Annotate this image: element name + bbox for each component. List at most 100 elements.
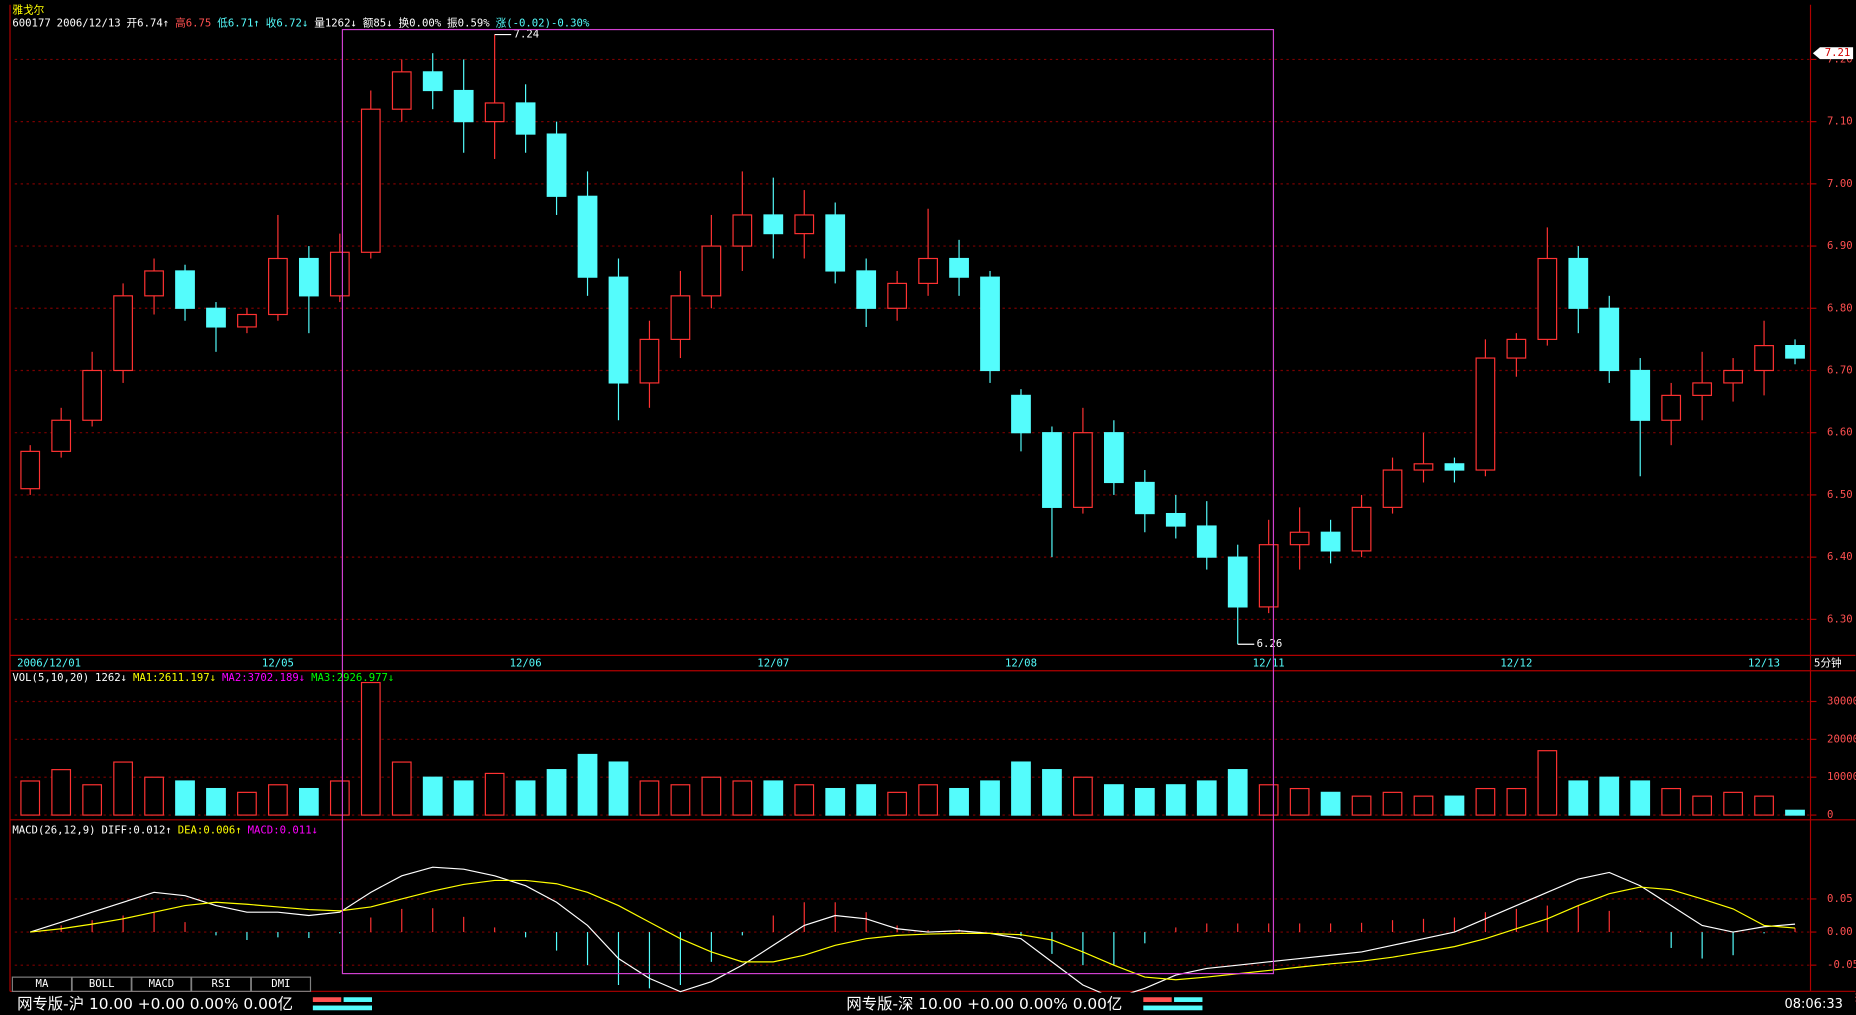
candle-body xyxy=(1042,432,1062,508)
indicator-tab-label[interactable]: BOLL xyxy=(89,977,115,990)
indicator-tab-label[interactable]: MACD xyxy=(149,977,175,990)
header-item: 涨(-0.02)-0.30% xyxy=(496,17,590,30)
volume-bar xyxy=(1165,784,1186,816)
y-tick-label: 6.50 xyxy=(1827,488,1853,501)
x-tick-label: 12/06 xyxy=(510,657,542,670)
macd-line xyxy=(30,879,1796,981)
candle-body xyxy=(1382,469,1403,508)
header-item: 换0.00% xyxy=(399,17,442,30)
volume-bar xyxy=(546,769,567,816)
indicator-tab[interactable] xyxy=(71,976,132,992)
panel-frame xyxy=(9,4,1856,992)
volume-bar xyxy=(639,780,660,816)
candle-body xyxy=(1351,506,1372,552)
volume-bar xyxy=(1723,791,1743,816)
plot: 6.306.406.506.606.706.806.907.007.107.20… xyxy=(12,4,1856,1005)
volume-bar xyxy=(1506,787,1527,816)
candle-body xyxy=(268,257,288,316)
volume-bar xyxy=(1444,795,1465,816)
indicator-tab[interactable] xyxy=(250,976,312,992)
x-tick-label: 12/11 xyxy=(1253,657,1285,670)
candle-body xyxy=(670,295,691,340)
volume-bar xyxy=(1630,780,1651,816)
candle-body xyxy=(1568,257,1589,309)
indicator-tab-label[interactable]: DMI xyxy=(271,977,290,990)
candle-body xyxy=(918,257,938,284)
volume-bar xyxy=(1134,787,1155,816)
volume-bar xyxy=(298,787,319,816)
candle-body xyxy=(1073,432,1093,508)
y-tick-label: 20000 xyxy=(1827,732,1856,745)
x-tick-label: 12/08 xyxy=(1005,657,1037,670)
volume-bar xyxy=(1692,795,1713,816)
volume-bar xyxy=(1227,769,1248,816)
candle-body xyxy=(1320,531,1341,552)
volume-bar xyxy=(484,772,505,816)
volume-bar xyxy=(1320,791,1341,816)
volume-bar xyxy=(1475,787,1496,816)
candle-body xyxy=(794,214,815,235)
header-item: MA1:2611.197↓ xyxy=(133,671,216,684)
header-item: 收6.72↓ xyxy=(266,17,309,30)
volume-bar xyxy=(206,787,226,816)
volume-bar xyxy=(887,791,908,816)
indicator-tab-label[interactable]: MA xyxy=(36,977,49,990)
shanghai-index: 网专版-沪 10.00 +0.00 0.00% 0.00亿 xyxy=(17,995,293,1013)
macd-line xyxy=(30,866,1796,999)
volume-bar xyxy=(701,776,722,816)
volume-bar xyxy=(1537,750,1558,816)
volume-bar xyxy=(670,784,691,816)
y-tick-label: 6.90 xyxy=(1827,239,1853,252)
x-tick-label: 12/13 xyxy=(1748,657,1780,670)
candle-body xyxy=(206,307,226,328)
candle-body xyxy=(515,102,536,135)
volume-bar xyxy=(949,787,969,816)
tabs: MA BOLL MACD RSI DMI xyxy=(11,976,312,992)
header-item: 600177 xyxy=(12,17,50,30)
volume-bar xyxy=(360,681,381,816)
low-label: 6.26 xyxy=(1257,637,1283,650)
y-tick-label: 10000 xyxy=(1827,770,1856,783)
candle-body xyxy=(1165,512,1186,527)
chart-title: 雅戈尔 xyxy=(12,4,44,17)
y-tick-label: 0.00 xyxy=(1827,925,1853,938)
indicator xyxy=(312,1005,372,1011)
x-tick-label: 2006/12/01 xyxy=(17,657,81,670)
y-tick-label: 0.05 xyxy=(1827,892,1853,905)
panel-header: VOL(5,10,20) 1262↓ MA1:2611.197↓ MA2:3702.1… xyxy=(12,671,394,684)
last-price-marker xyxy=(1812,47,1854,60)
candle-body xyxy=(20,450,41,490)
x-tick-label: 12/07 xyxy=(757,657,789,670)
x-tick-label: 12/05 xyxy=(262,657,294,670)
candle-body xyxy=(1227,556,1248,608)
header-item: 振0.59% xyxy=(447,17,490,30)
indicator xyxy=(1174,997,1203,1002)
candle-body xyxy=(1506,338,1527,359)
candle-body xyxy=(453,89,474,123)
candle-body xyxy=(577,195,598,278)
candle-body xyxy=(1723,369,1743,384)
volume-bar xyxy=(1568,780,1589,816)
candle-body xyxy=(1134,481,1155,515)
indicator-tab-label[interactable]: RSI xyxy=(212,977,231,990)
candle-body xyxy=(51,419,72,452)
volume-bar xyxy=(453,780,474,816)
candle-body xyxy=(856,270,877,309)
volume-bar xyxy=(794,784,815,816)
header-item: 额85↓ xyxy=(363,17,393,30)
volume-bar xyxy=(1103,784,1124,816)
volume-bar xyxy=(391,761,412,816)
header-item: MA2:3702.189↓ xyxy=(222,671,305,684)
candle-body xyxy=(701,245,722,297)
candle-body xyxy=(484,102,505,123)
volume-bar xyxy=(856,784,877,816)
selection-box xyxy=(341,28,1275,975)
candle-body xyxy=(1599,307,1620,372)
candle-body xyxy=(732,214,753,247)
y-tick-label: 6.60 xyxy=(1827,426,1853,439)
volume-bar xyxy=(825,787,846,816)
candle-body xyxy=(825,214,846,272)
volume-bar xyxy=(51,769,72,816)
